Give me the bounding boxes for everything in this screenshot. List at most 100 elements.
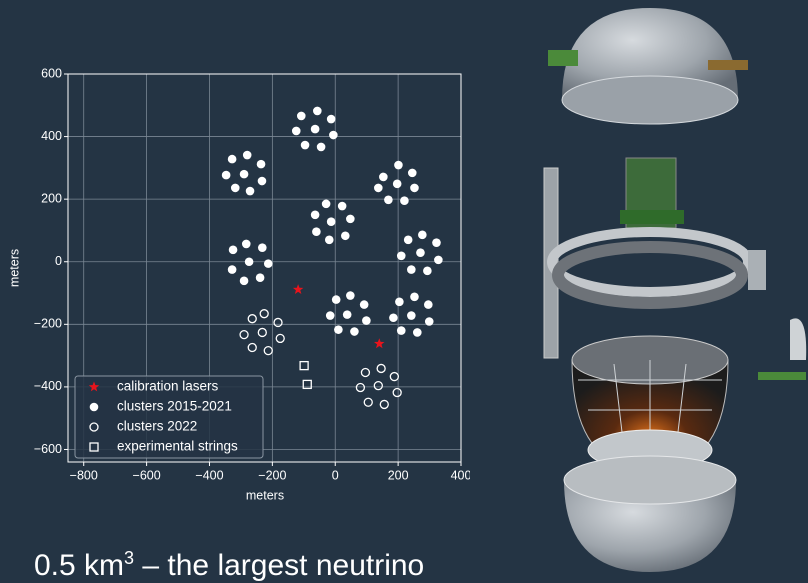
point: [341, 231, 350, 241]
point: [300, 140, 310, 150]
point: [324, 235, 334, 245]
y-tick-label: −200: [34, 317, 62, 331]
point: [310, 210, 320, 220]
point: [245, 186, 255, 196]
point: [316, 142, 326, 152]
point: [263, 259, 273, 268]
point: [227, 154, 237, 164]
point: [410, 292, 419, 302]
point: [257, 176, 267, 186]
legend-label: calibration lasers: [117, 379, 219, 394]
point: [374, 183, 383, 193]
point: [239, 169, 249, 179]
point: [242, 150, 252, 160]
point: [389, 371, 399, 382]
x-tick-label: −600: [133, 468, 161, 482]
point: [259, 309, 269, 319]
point: [424, 317, 434, 326]
legend-marker: [89, 422, 99, 432]
point: [325, 311, 335, 320]
point: [313, 106, 322, 116]
point: [346, 291, 355, 300]
plot-frame: [67, 73, 462, 463]
point: [329, 130, 338, 140]
point: [230, 183, 240, 193]
legend-label: clusters 2022: [117, 419, 197, 434]
point: [407, 168, 417, 178]
point: [321, 199, 331, 209]
square-marker: [302, 379, 312, 390]
legend-marker: [88, 381, 100, 392]
point: [379, 399, 389, 410]
caption: 0.5 km3 – the largest neutrino: [34, 548, 424, 583]
point: [227, 265, 237, 274]
point: [359, 300, 369, 309]
point: [394, 160, 403, 170]
y-tick-label: −400: [34, 379, 62, 393]
x-tick-label: 0: [332, 468, 339, 482]
point: [432, 238, 441, 247]
point: [407, 311, 416, 320]
point: [418, 230, 427, 240]
point: [337, 201, 347, 211]
point: [326, 217, 336, 226]
point: [346, 214, 355, 224]
legend: calibration lasers clusters 2015-2021 clus…: [74, 375, 264, 459]
point: [257, 327, 267, 338]
point: [363, 397, 373, 407]
point: [256, 159, 266, 169]
point: [400, 196, 409, 206]
point: [412, 328, 422, 337]
x-tick-label: −800: [70, 468, 98, 482]
point: [362, 316, 371, 325]
point: [376, 363, 386, 374]
point: [416, 248, 425, 257]
legend-label: clusters 2015-2021: [117, 399, 232, 414]
point: [263, 345, 273, 356]
point: [334, 325, 343, 334]
point: [247, 314, 257, 324]
y-axis-label: meters: [7, 249, 21, 287]
legend-label: experimental strings: [117, 439, 238, 454]
point: [384, 195, 393, 205]
legend-marker: [89, 402, 99, 412]
point: [434, 255, 443, 265]
x-tick-label: 200: [388, 468, 409, 482]
square-marker: [299, 360, 309, 371]
caption-superscript: 3: [124, 548, 135, 568]
point: [291, 126, 301, 136]
point: [312, 227, 321, 237]
x-axis-label: meters: [246, 488, 284, 502]
point: [342, 310, 352, 319]
y-tick-label: 600: [41, 66, 62, 80]
star-marker: [374, 338, 385, 349]
chart: meters meters −800 −600 −400 −200 0 200 400 −60…: [7, 66, 470, 502]
point: [396, 326, 406, 335]
point: [424, 300, 433, 309]
point: [221, 170, 231, 180]
point: [241, 239, 251, 249]
x-tick-label: 400: [451, 468, 470, 482]
point: [239, 329, 249, 340]
point: [396, 251, 406, 261]
point: [296, 111, 306, 121]
legend-marker: [89, 442, 99, 452]
caption-rest: – the largest neutrino: [134, 549, 425, 582]
point: [407, 265, 416, 274]
point: [423, 266, 432, 276]
point: [410, 183, 419, 193]
star-marker: [292, 284, 304, 294]
point: [255, 273, 265, 283]
y-tick-label: 0: [55, 254, 62, 268]
y-tick-label: −600: [34, 442, 62, 456]
point: [326, 114, 336, 124]
point: [379, 172, 388, 182]
point: [331, 295, 341, 304]
point: [403, 235, 413, 245]
point: [228, 245, 238, 255]
point: [247, 342, 257, 353]
point: [395, 297, 404, 307]
caption-text: 0.5 km: [34, 549, 125, 582]
point: [239, 276, 249, 286]
